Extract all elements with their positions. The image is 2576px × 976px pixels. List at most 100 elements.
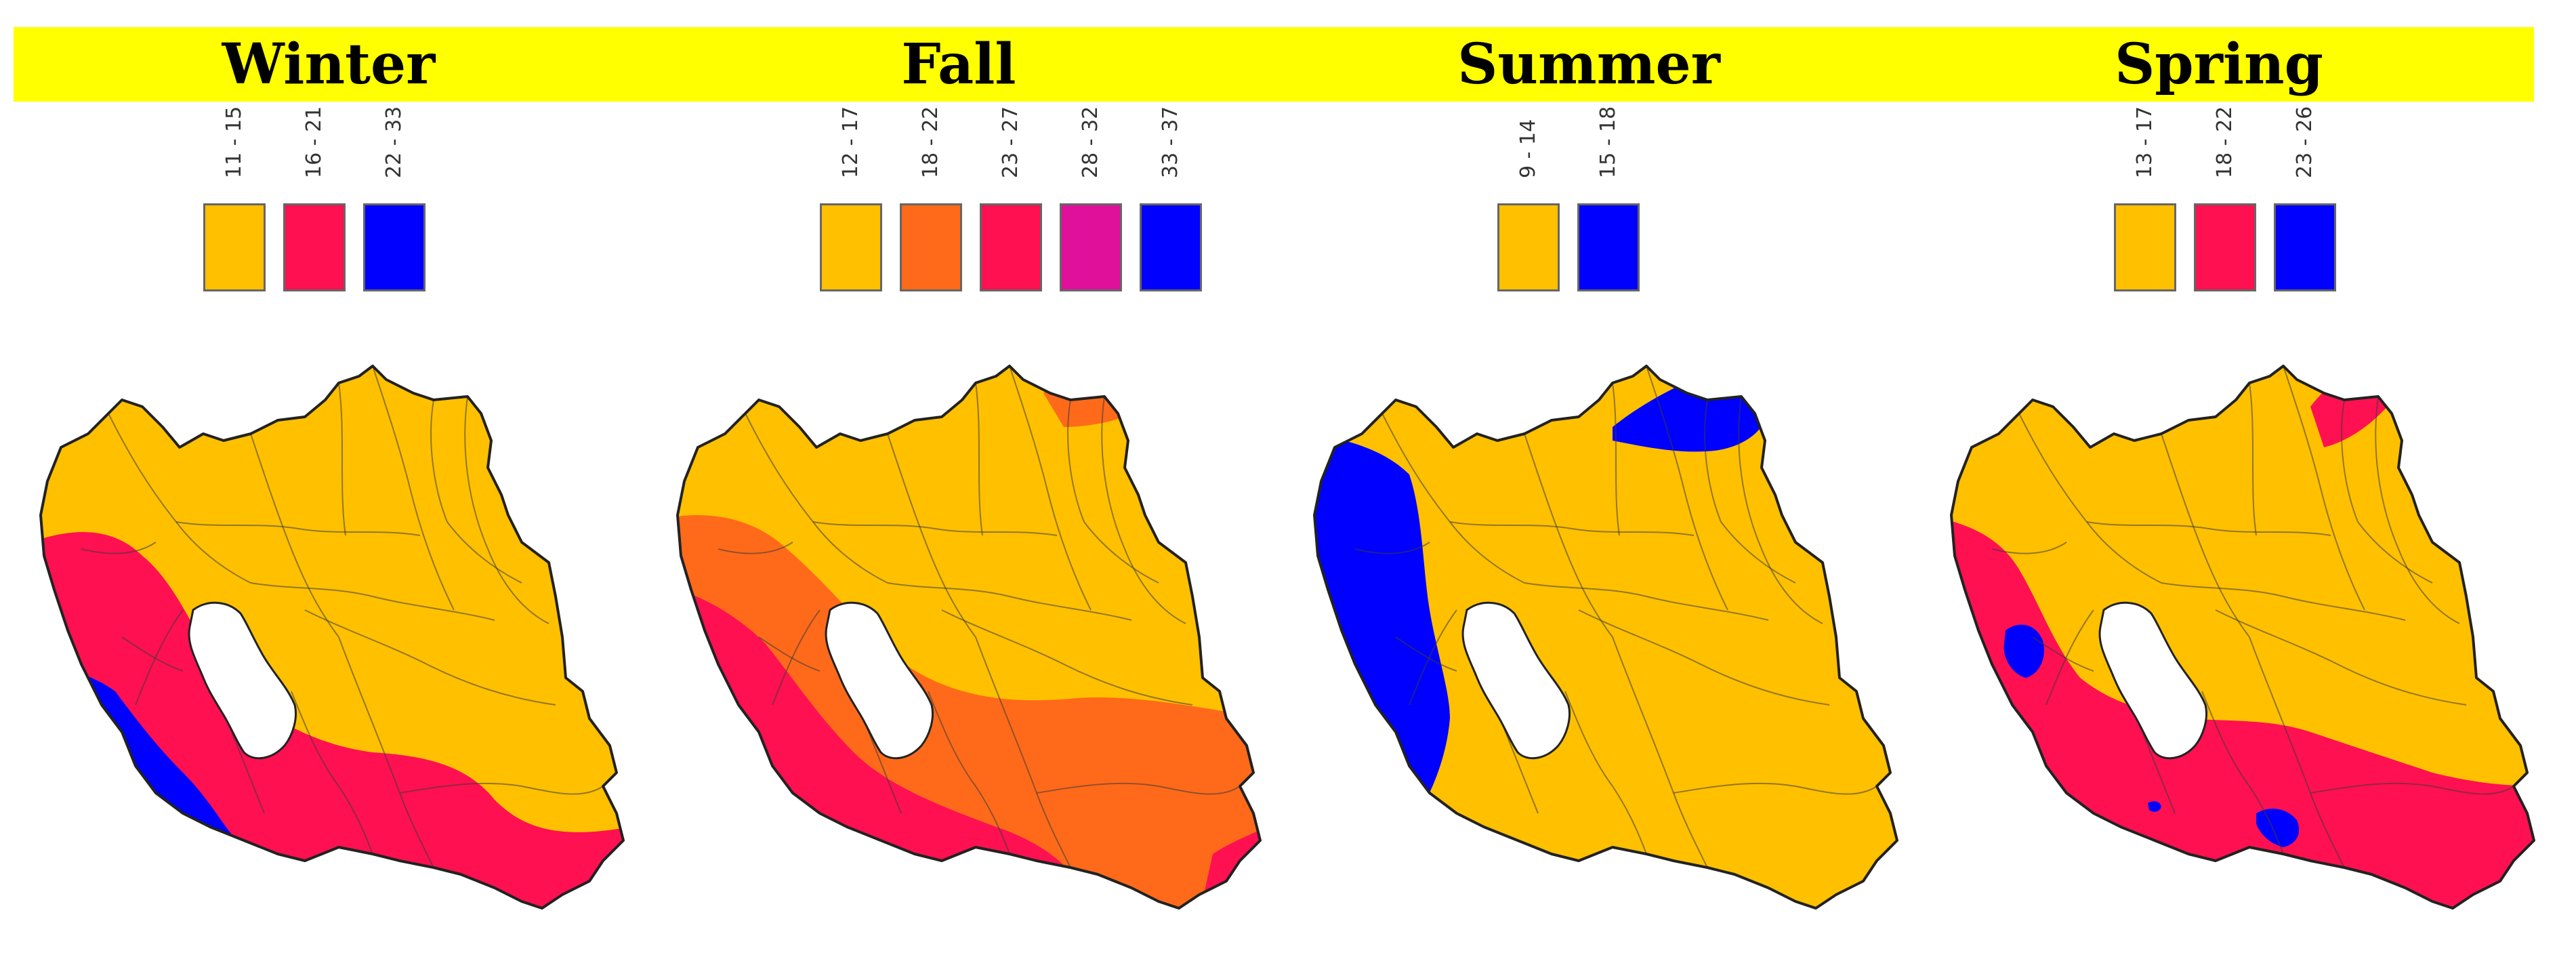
legend-item: 18 - 22 bbox=[900, 102, 962, 291]
map-panel-summer: 9 - 14 15 - 18 bbox=[1287, 102, 1924, 910]
county-boundary bbox=[975, 636, 1071, 868]
zone-23-26 bbox=[2148, 801, 2161, 812]
county-boundary bbox=[338, 636, 434, 868]
county-boundary bbox=[2018, 413, 2162, 584]
legend-item: 22 - 33 bbox=[363, 102, 425, 291]
legend-label: 11 - 15 bbox=[222, 106, 246, 178]
legend-spring: 13 - 17 18 - 22 23 - 26 bbox=[2114, 102, 2336, 291]
county-boundary bbox=[887, 582, 1132, 621]
county-boundary bbox=[1382, 413, 1525, 584]
map-zones bbox=[41, 366, 623, 908]
map-panel-fall: 12 - 17 18 - 22 23 - 27 28 - 32 33 - 37 bbox=[650, 102, 1287, 910]
legend-label: 18 - 22 bbox=[919, 106, 942, 178]
county-boundary bbox=[1673, 782, 1877, 795]
county-boundary bbox=[2310, 782, 2514, 795]
legend-item: 15 - 18 bbox=[1577, 102, 1640, 291]
county-boundary bbox=[81, 542, 157, 554]
legend-item: 11 - 15 bbox=[203, 102, 266, 291]
map-winter bbox=[39, 365, 625, 910]
county-boundary bbox=[975, 382, 983, 536]
county-boundary bbox=[1704, 399, 1722, 523]
legend-item: 9 - 14 bbox=[1497, 102, 1560, 291]
legend-label: 28 - 32 bbox=[1079, 106, 1102, 178]
county-boundary bbox=[1612, 636, 1708, 868]
legend-label: 15 - 18 bbox=[1596, 106, 1620, 178]
legend-swatch bbox=[1140, 203, 1202, 291]
legend-label: 23 - 27 bbox=[999, 106, 1022, 178]
zone-23-26 bbox=[2256, 809, 2300, 847]
county-boundary bbox=[121, 636, 184, 672]
legend-item: 18 - 22 bbox=[2194, 102, 2256, 291]
county-boundary bbox=[1409, 609, 1457, 706]
legend-item: 28 - 32 bbox=[1060, 102, 1122, 291]
province-outline bbox=[39, 365, 625, 910]
legend-label: 23 - 26 bbox=[2293, 106, 2317, 178]
county-boundary bbox=[338, 382, 346, 536]
legend-label: 16 - 21 bbox=[302, 106, 326, 178]
county-boundary bbox=[135, 609, 184, 706]
province-outline bbox=[1950, 365, 2535, 910]
county-boundary bbox=[2249, 382, 2257, 536]
county-boundary bbox=[1524, 582, 1769, 621]
county-boundary bbox=[1991, 542, 2067, 554]
legend-label: 12 - 17 bbox=[839, 106, 863, 178]
county-boundary bbox=[928, 691, 1010, 855]
county-boundary bbox=[464, 396, 549, 624]
legend-swatch bbox=[363, 203, 425, 291]
map-zones bbox=[1314, 366, 1897, 908]
county-boundary bbox=[2357, 521, 2433, 584]
county-boundary bbox=[430, 399, 448, 523]
province-outline bbox=[1313, 365, 1898, 910]
county-boundary bbox=[1083, 521, 1159, 584]
legend-swatch bbox=[203, 203, 266, 291]
county-boundary bbox=[250, 433, 339, 638]
map-summer bbox=[1313, 365, 1898, 910]
legend-swatch bbox=[2194, 203, 2256, 291]
legend-swatch bbox=[1497, 203, 1560, 291]
lake bbox=[2098, 601, 2208, 760]
county-boundary bbox=[745, 413, 888, 584]
county-boundary bbox=[108, 413, 251, 584]
map-panel-winter: 11 - 15 16 - 21 22 - 33 bbox=[14, 102, 650, 910]
county-boundary bbox=[2201, 691, 2284, 855]
legend-label: 18 - 22 bbox=[2213, 106, 2237, 178]
zone-33-37 bbox=[759, 824, 806, 884]
county-boundary bbox=[1612, 382, 1620, 536]
title-fall: Fall bbox=[901, 32, 1016, 97]
legend-item: 12 - 17 bbox=[820, 102, 882, 291]
county-boundary bbox=[1395, 636, 1457, 672]
county-boundary bbox=[304, 609, 556, 706]
county-boundary bbox=[1036, 782, 1241, 795]
legend-swatch bbox=[900, 203, 962, 291]
county-boundary bbox=[291, 691, 373, 855]
county-boundary bbox=[1449, 521, 1695, 536]
county-boundary bbox=[812, 521, 1058, 536]
legend-item: 33 - 37 bbox=[1140, 102, 1202, 291]
legend-swatch bbox=[2114, 203, 2176, 291]
legend-item: 23 - 26 bbox=[2274, 102, 2336, 291]
map-zones bbox=[1951, 366, 2534, 908]
county-boundary bbox=[1646, 366, 1728, 611]
county-boundary bbox=[2341, 399, 2359, 523]
legend-summer: 9 - 14 15 - 18 bbox=[1497, 102, 1640, 291]
map-fall bbox=[676, 365, 1262, 910]
legend-swatch bbox=[980, 203, 1042, 291]
county-boundary bbox=[1067, 399, 1085, 523]
county-boundary bbox=[1101, 396, 1186, 624]
county-boundary bbox=[1720, 521, 1796, 584]
county-boundary bbox=[2086, 521, 2331, 536]
county-boundary bbox=[1738, 396, 1823, 624]
legend-swatch bbox=[2274, 203, 2336, 291]
county-boundary bbox=[399, 782, 604, 795]
legend-fall: 12 - 17 18 - 22 23 - 27 28 - 32 33 - 37 bbox=[820, 102, 1202, 291]
legend-swatch bbox=[1577, 203, 1640, 291]
county-boundary bbox=[2161, 433, 2250, 638]
title-winter: Winter bbox=[222, 32, 436, 97]
legend-item: 16 - 21 bbox=[283, 102, 346, 291]
county-boundary bbox=[1578, 609, 1830, 706]
county-boundary bbox=[2032, 636, 2094, 672]
county-boundary bbox=[887, 433, 976, 638]
county-boundary bbox=[2249, 636, 2345, 868]
lake bbox=[825, 601, 934, 760]
title-summer: Summer bbox=[1457, 32, 1720, 97]
